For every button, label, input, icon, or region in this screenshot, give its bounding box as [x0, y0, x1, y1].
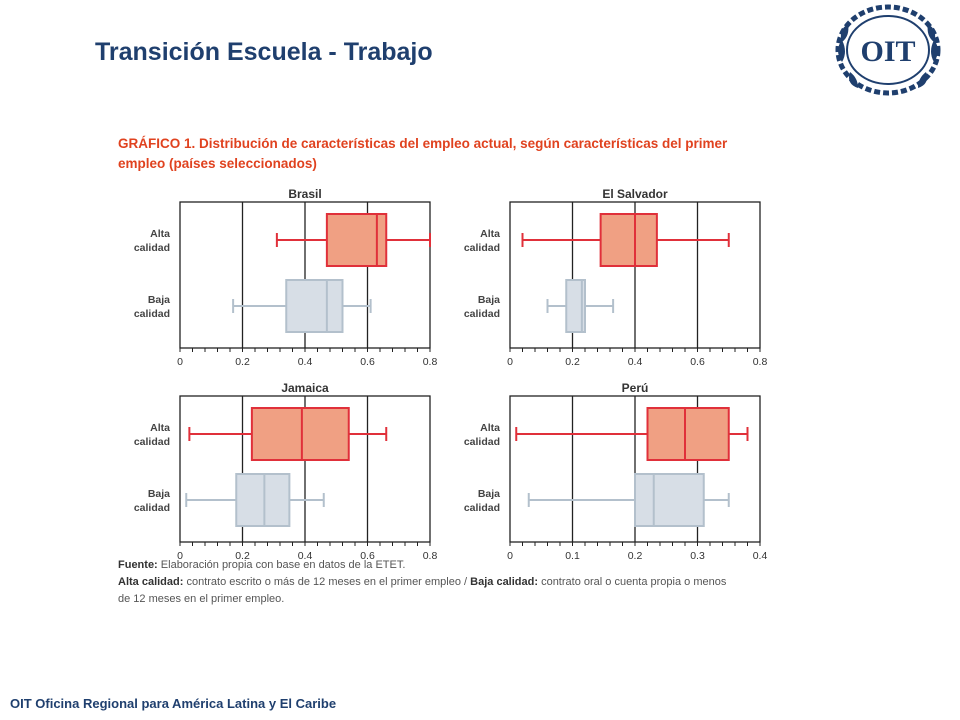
iqr-box — [599, 213, 658, 267]
box-alta — [188, 407, 388, 461]
tick-label: 0 — [507, 550, 513, 562]
tick-label: 0.2 — [235, 356, 250, 368]
panel-3: Perú 0 0.1 0.2 0.3 0.4 Alta calidad Baja calidad — [464, 381, 768, 562]
figure-image: GRÁFICO 1. Distribución de característic… — [112, 124, 852, 619]
tick-label: 0.8 — [753, 356, 768, 368]
category-label: Baja — [148, 294, 170, 306]
tick-label: 0.4 — [753, 550, 768, 562]
category-label: calidad — [134, 308, 170, 320]
iqr-box — [285, 279, 344, 333]
box-alta — [521, 213, 730, 267]
category-label: Baja — [478, 488, 500, 500]
box-alta — [515, 407, 749, 461]
tick-label: 0.4 — [628, 356, 643, 368]
tick-label: 0.6 — [360, 356, 375, 368]
iqr-box — [646, 407, 730, 461]
panel-1: El Salvador 0 0.2 0.4 0.6 0.8 Alta calidad Baja c… — [464, 187, 768, 368]
figure-note-fuente: Fuente: Elaboración propia con base en d… — [118, 559, 405, 571]
figure-note-line3: de 12 meses en el primer empleo. — [118, 593, 284, 605]
box-baja — [527, 473, 730, 527]
tick-label: 0.1 — [565, 550, 580, 562]
slide-title: Transición Escuela - Trabajo — [95, 38, 433, 66]
tick-label: 0.6 — [690, 356, 705, 368]
iqr-box — [235, 473, 291, 527]
tick-label: 0.8 — [423, 550, 438, 562]
category-label: Baja — [148, 488, 170, 500]
category-label: calidad — [464, 502, 500, 514]
oit-logo: OIT — [835, 4, 941, 96]
category-label: calidad — [464, 242, 500, 254]
tick-label: 0 — [177, 356, 183, 368]
category-label: Baja — [478, 294, 500, 306]
category-label: calidad — [134, 242, 170, 254]
tick-label: 0 — [177, 550, 183, 562]
figure-note-definitions: Alta calidad: contrato escrito o más de … — [118, 576, 727, 588]
tick-label: 0.2 — [628, 550, 643, 562]
category-label: calidad — [464, 436, 500, 448]
figure-heading-line1: GRÁFICO 1. Distribución de característic… — [118, 136, 728, 151]
box-baja — [232, 279, 372, 333]
oit-logo-text: OIT — [860, 35, 915, 68]
iqr-box — [250, 407, 350, 461]
panel-title: Perú — [622, 381, 649, 395]
category-label: calidad — [134, 502, 170, 514]
footer: OIT Oficina Regional para América Latina… — [10, 696, 337, 711]
panel-2: Jamaica 0 0.2 0.4 0.6 0.8 Alta calidad Baja calid… — [134, 381, 438, 562]
tick-label: 0.4 — [298, 550, 313, 562]
panel-title: Jamaica — [281, 381, 329, 395]
category-label: calidad — [464, 308, 500, 320]
tick-label: 0.6 — [360, 550, 375, 562]
box-baja — [546, 279, 615, 333]
panel-0: Brasil 0 0.2 0.4 0.6 0.8 Alta calidad Baja calida… — [134, 187, 438, 368]
tick-label: 0.2 — [235, 550, 250, 562]
tick-label: 0.2 — [565, 356, 580, 368]
category-label: calidad — [134, 436, 170, 448]
category-label: Alta — [150, 228, 170, 240]
category-label: Alta — [480, 422, 500, 434]
panel-title: El Salvador — [602, 187, 668, 201]
iqr-box — [634, 473, 705, 527]
figure-heading-line2: empleo (países seleccionados) — [118, 156, 317, 171]
tick-label: 0 — [507, 356, 513, 368]
box-alta — [275, 213, 431, 267]
category-label: Alta — [150, 422, 170, 434]
box-baja — [185, 473, 325, 527]
tick-label: 0.4 — [298, 356, 313, 368]
tick-label: 0.3 — [690, 550, 705, 562]
panel-title: Brasil — [288, 187, 321, 201]
tick-label: 0.8 — [423, 356, 438, 368]
category-label: Alta — [480, 228, 500, 240]
iqr-box — [565, 279, 586, 333]
